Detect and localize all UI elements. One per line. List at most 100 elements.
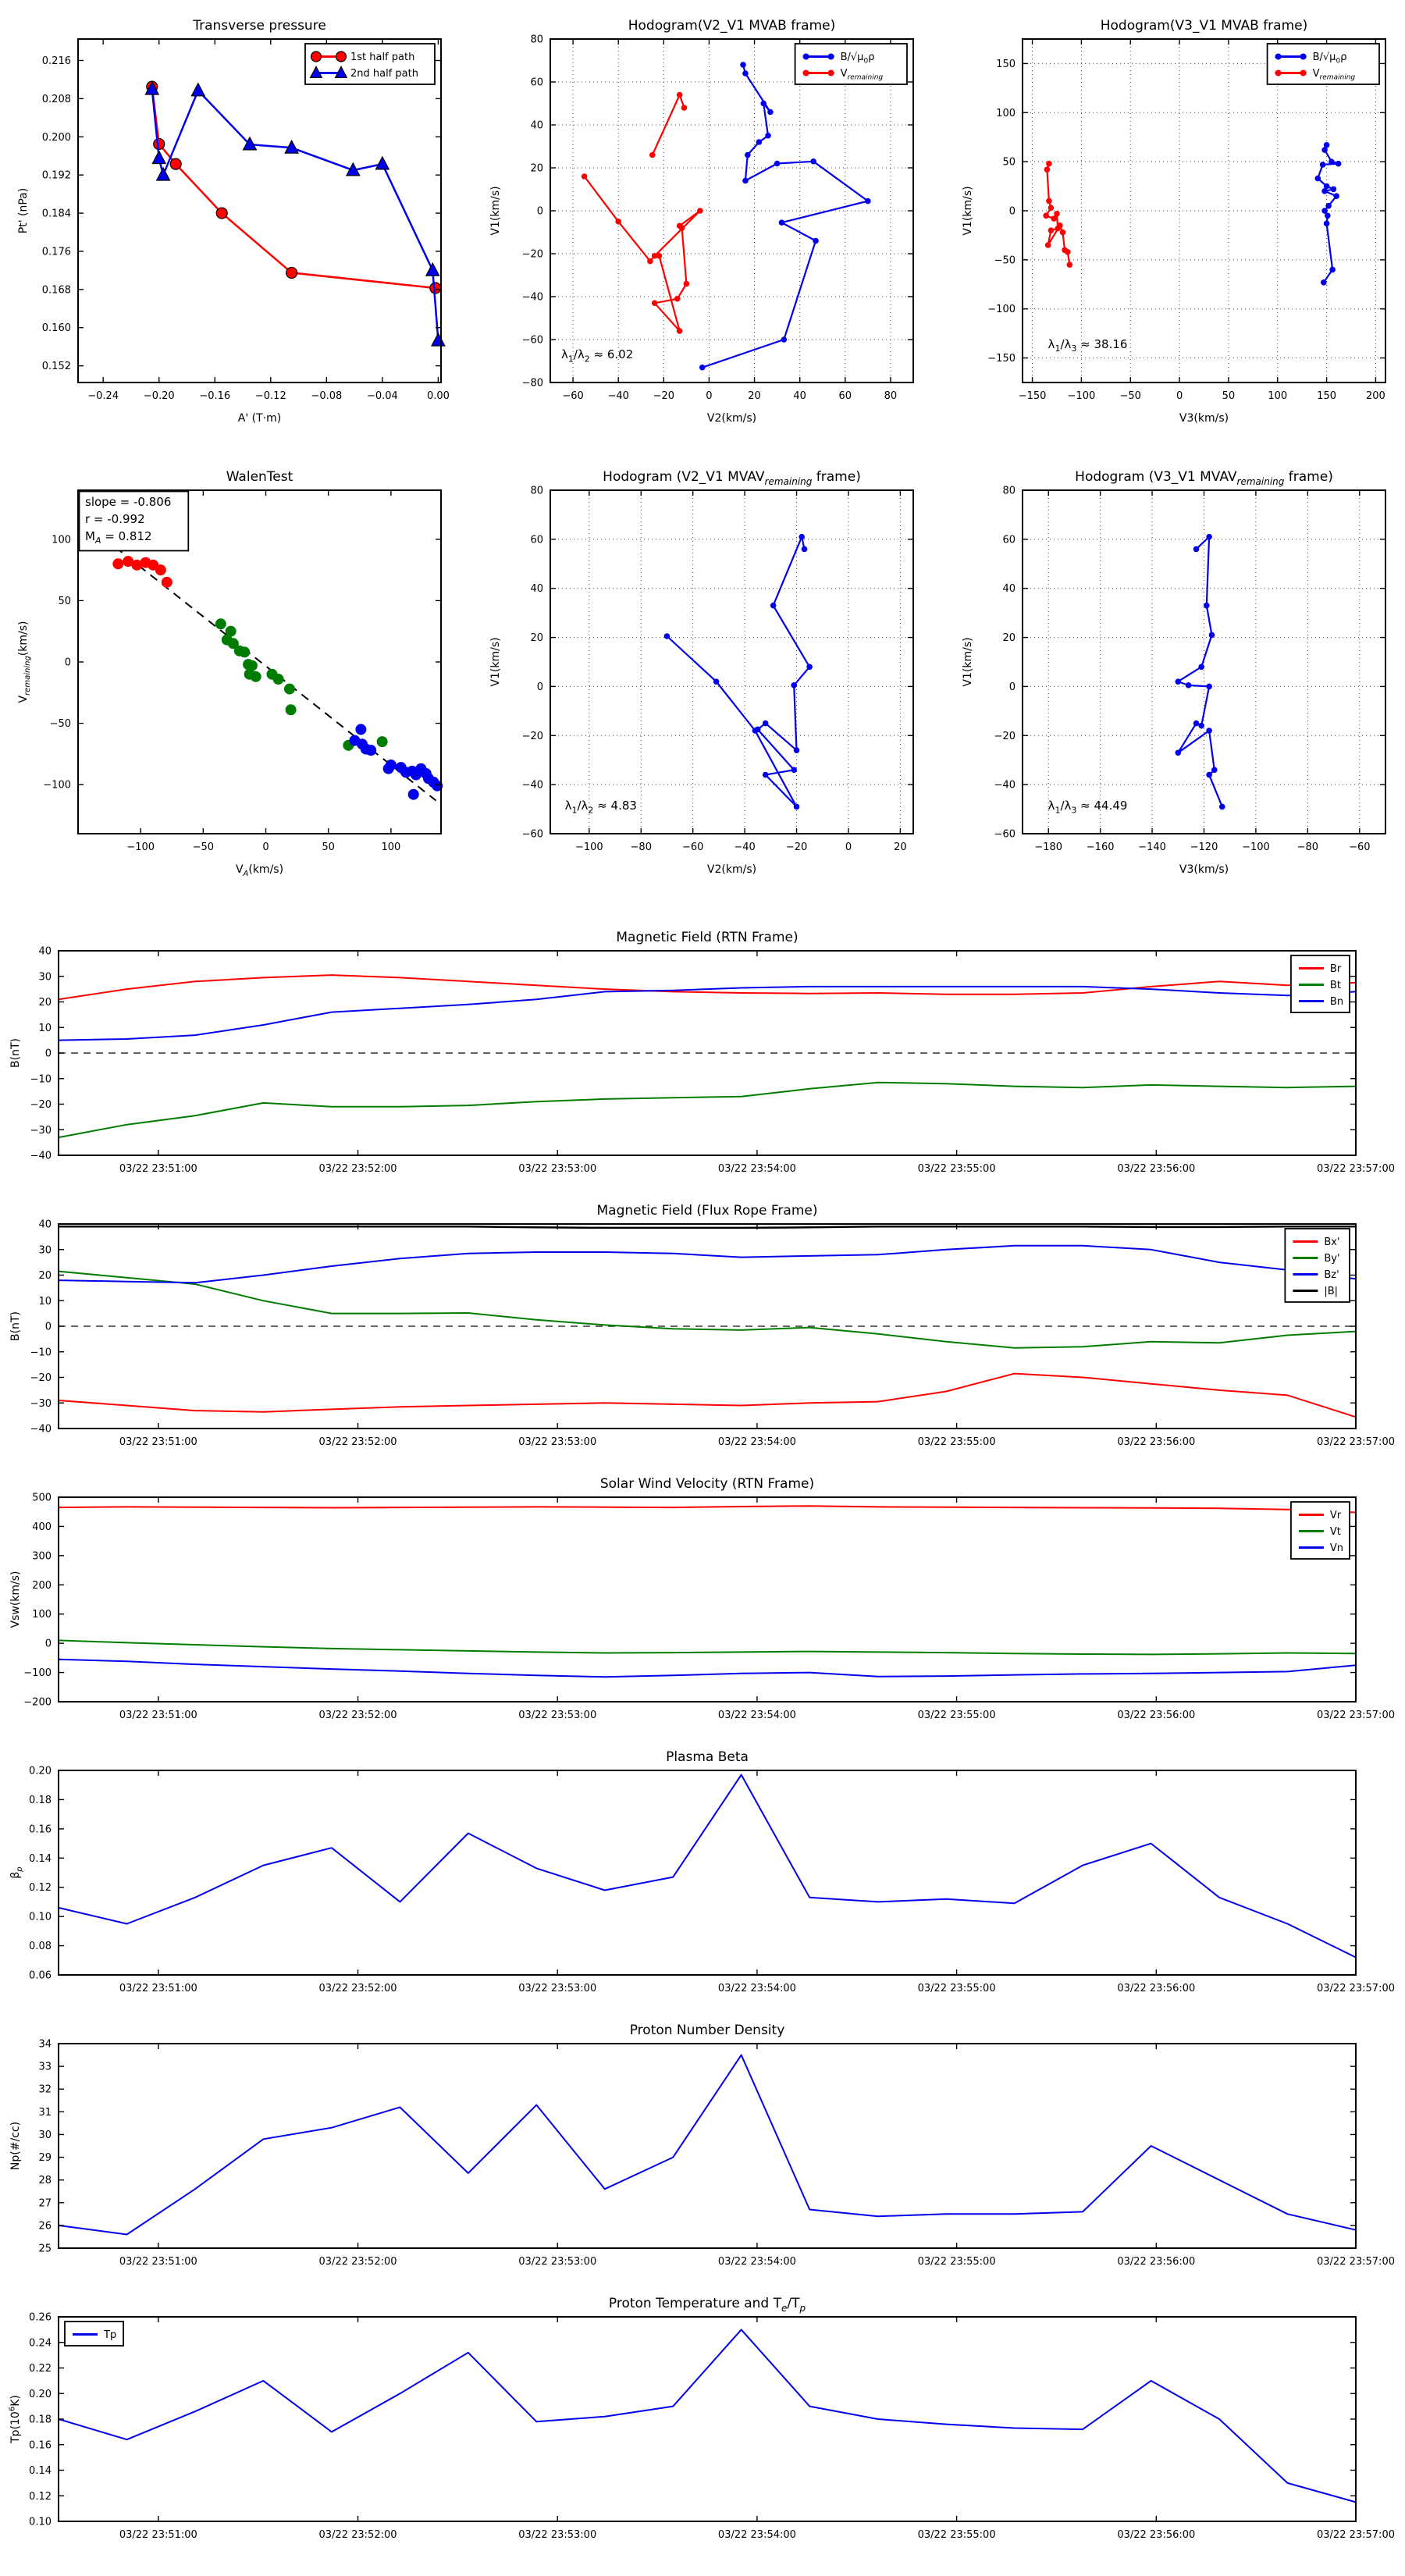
- svg-text:−20: −20: [30, 1372, 52, 1384]
- hodogram-v2v1-mvav-chart: −100 −80 −60 −40 −20 0 20 −60 −40 −20 0 20 40 60 80 Hod…: [489, 469, 914, 876]
- svg-text:03/22 23:54:00: 03/22 23:54:00: [718, 1163, 796, 1175]
- svg-text:Br: Br: [1330, 963, 1342, 975]
- svg-text:−60: −60: [562, 390, 583, 402]
- svg-text:Vremaining: Vremaining: [841, 68, 884, 82]
- svg-text:Solar Wind Velocity (RTN Frame: Solar Wind Velocity (RTN Frame): [600, 1476, 814, 1492]
- svg-text:−150: −150: [987, 353, 1016, 365]
- svg-text:−140: −140: [1138, 841, 1166, 853]
- svg-text:B/√μ0ρ: B/√μ0ρ: [1313, 52, 1347, 66]
- hodogram-v3v1-mvab-chart: −150 −100 −50 0 50 100 150 200 −150 −100 −50 0 50 100…: [962, 18, 1386, 425]
- svg-text:80: 80: [1002, 486, 1016, 497]
- svg-text:MA = 0.812: MA = 0.812: [85, 529, 152, 546]
- svg-text:03/22 23:57:00: 03/22 23:57:00: [1317, 1163, 1395, 1175]
- svg-text:40: 40: [1002, 583, 1016, 595]
- svg-text:03/22 23:56:00: 03/22 23:56:00: [1117, 1163, 1195, 1175]
- svg-text:Hodogram(V2_V1 MVAB frame): Hodogram(V2_V1 MVAB frame): [628, 18, 836, 34]
- svg-text:03/22 23:51:00: 03/22 23:51:00: [119, 1163, 197, 1175]
- svg-text:50: 50: [322, 841, 335, 853]
- svg-text:−60: −60: [994, 829, 1016, 841]
- svg-text:B(nT): B(nT): [9, 1038, 22, 1068]
- svg-text:150: 150: [1317, 390, 1336, 402]
- svg-text:Vremaining: Vremaining: [1313, 68, 1356, 82]
- svg-text:−0.04: −0.04: [367, 390, 398, 402]
- svg-text:03/22 23:52:00: 03/22 23:52:00: [319, 1436, 397, 1448]
- svg-text:0.08: 0.08: [29, 1941, 52, 1952]
- svg-text:0.10: 0.10: [29, 1912, 52, 1923]
- svg-text:10: 10: [38, 1023, 52, 1034]
- svg-text:λ1/λ2 ≈ 6.02: λ1/λ2 ≈ 6.02: [561, 347, 633, 364]
- solar-wind-velocity-chart: 03/22 23:51:00 03/22 23:52:00 03/22 23:53:…: [9, 1476, 1395, 1721]
- svg-text:−40: −40: [522, 780, 543, 792]
- svg-text:V3(km/s): V3(km/s): [1179, 863, 1229, 876]
- svg-text:−40: −40: [522, 292, 543, 304]
- proton-density-chart: 03/22 23:51:00 03/22 23:52:00 03/22 23:53:…: [9, 2023, 1395, 2268]
- svg-text:Transverse pressure: Transverse pressure: [192, 18, 326, 34]
- svg-text:V1(km/s): V1(km/s): [489, 637, 502, 686]
- svg-text:Vt: Vt: [1330, 1526, 1341, 1538]
- svg-text:slope = -0.806: slope = -0.806: [85, 495, 171, 509]
- svg-text:31: 31: [38, 2107, 52, 2119]
- svg-text:03/22 23:53:00: 03/22 23:53:00: [518, 1163, 596, 1175]
- svg-text:0.176: 0.176: [42, 246, 71, 258]
- svg-text:03/22 23:52:00: 03/22 23:52:00: [319, 1710, 397, 1721]
- svg-text:−20: −20: [786, 841, 807, 853]
- svg-text:Magnetic Field (RTN Frame): Magnetic Field (RTN Frame): [616, 930, 798, 945]
- svg-text:20: 20: [530, 163, 543, 175]
- svg-text:B(nT): B(nT): [9, 1311, 22, 1341]
- svg-text:03/22 23:55:00: 03/22 23:55:00: [918, 2256, 996, 2268]
- svg-text:30: 30: [38, 2129, 52, 2141]
- svg-text:−100: −100: [1068, 390, 1096, 402]
- svg-text:0: 0: [45, 1638, 52, 1650]
- svg-text:0.208: 0.208: [42, 94, 71, 105]
- plot-hodogram-v3v1-mvav: −180 −160 −140 −120 −100 −80 −60 −60 −40 −20 0 20 40…: [952, 461, 1405, 898]
- svg-text:20: 20: [38, 1270, 52, 1282]
- magnetic-field-rtn-chart: 03/22 23:51:00 03/22 23:52:00 03/22 23:53:…: [9, 930, 1395, 1175]
- svg-text:150: 150: [996, 59, 1016, 70]
- svg-text:βp: βp: [9, 1866, 24, 1878]
- svg-text:−60: −60: [522, 335, 543, 347]
- svg-text:30: 30: [38, 1244, 52, 1256]
- svg-text:Plasma Beta: Plasma Beta: [666, 1749, 749, 1765]
- svg-text:V1(km/s): V1(km/s): [962, 186, 974, 235]
- svg-text:03/22 23:56:00: 03/22 23:56:00: [1117, 2529, 1195, 2541]
- svg-text:10: 10: [38, 1296, 52, 1308]
- svg-text:−40: −40: [30, 1424, 52, 1436]
- svg-text:03/22 23:52:00: 03/22 23:52:00: [319, 2529, 397, 2541]
- svg-text:400: 400: [32, 1521, 52, 1533]
- svg-text:Hodogram (V2_V1 MVAVremaining: Hodogram (V2_V1 MVAVremaining frame): [603, 469, 861, 487]
- svg-text:34: 34: [38, 2039, 52, 2051]
- svg-text:26: 26: [38, 2220, 52, 2232]
- svg-text:03/22 23:51:00: 03/22 23:51:00: [119, 2256, 197, 2268]
- hodogram-v2v1-mvab-chart: −60 −40 −20 0 20 40 60 80 −80 −60 −40 −20 0 20 40 60 80 H…: [489, 18, 914, 425]
- svg-text:03/22 23:56:00: 03/22 23:56:00: [1117, 2256, 1195, 2268]
- svg-text:B/√μ0ρ: B/√μ0ρ: [841, 52, 875, 66]
- svg-text:Bx': Bx': [1324, 1236, 1339, 1248]
- svg-text:Hodogram(V3_V1 MVAB frame): Hodogram(V3_V1 MVAB frame): [1101, 18, 1308, 34]
- panel-magnetic-field-flux-rope: 03/22 23:51:00 03/22 23:52:00 03/22 23:53:…: [0, 1194, 1405, 1468]
- svg-text:20: 20: [1002, 632, 1016, 644]
- svg-text:200: 200: [1366, 390, 1385, 402]
- svg-text:03/22 23:57:00: 03/22 23:57:00: [1317, 1983, 1395, 1994]
- svg-text:−50: −50: [50, 718, 71, 730]
- svg-text:0: 0: [1009, 681, 1016, 693]
- svg-text:0.12: 0.12: [29, 1882, 52, 1894]
- svg-text:−0.08: −0.08: [311, 390, 342, 402]
- svg-text:20: 20: [530, 632, 543, 644]
- svg-text:1st half path: 1st half path: [350, 52, 414, 63]
- svg-text:Proton Temperature and Te/Tp: Proton Temperature and Te/Tp: [609, 2296, 806, 2314]
- svg-text:80: 80: [530, 486, 543, 497]
- svg-text:−0.16: −0.16: [199, 390, 230, 402]
- svg-text:0.10: 0.10: [29, 2517, 52, 2528]
- svg-text:−60: −60: [1349, 841, 1370, 853]
- proton-temperature-chart: 03/22 23:51:00 03/22 23:52:00 03/22 23:53:…: [9, 2296, 1395, 2541]
- svg-text:V2(km/s): V2(km/s): [707, 412, 756, 425]
- svg-text:100: 100: [1268, 390, 1287, 402]
- svg-text:Vsw(km/s): Vsw(km/s): [9, 1571, 22, 1628]
- svg-text:0.216: 0.216: [42, 55, 71, 67]
- svg-text:28: 28: [38, 2175, 52, 2186]
- svg-text:50: 50: [58, 596, 71, 607]
- svg-text:By': By': [1324, 1253, 1339, 1265]
- svg-text:03/22 23:57:00: 03/22 23:57:00: [1317, 1436, 1395, 1448]
- svg-text:Pt' (nPa): Pt' (nPa): [17, 188, 30, 233]
- svg-text:Tp: Tp: [103, 2329, 116, 2341]
